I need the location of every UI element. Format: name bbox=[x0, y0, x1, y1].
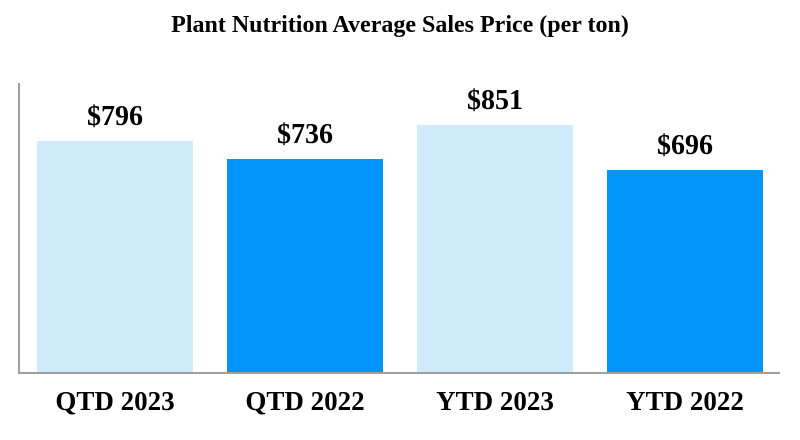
bar-value-label-ytd-2022: $696 bbox=[657, 130, 713, 161]
bar-value-label-qtd-2022: $736 bbox=[277, 119, 333, 150]
bar-value-label-qtd-2023: $796 bbox=[87, 101, 143, 132]
bar-group-ytd-2023: $851 bbox=[417, 87, 573, 372]
bar-ytd-2022 bbox=[607, 170, 763, 372]
bar-qtd-2022 bbox=[227, 159, 383, 372]
category-label-ytd-2022: YTD 2022 bbox=[626, 386, 744, 416]
x-axis-line bbox=[18, 372, 780, 374]
category-label-ytd-2023: YTD 2023 bbox=[436, 386, 554, 416]
bar-value-label-ytd-2023: $851 bbox=[467, 85, 523, 116]
category-label-qtd-2022: QTD 2022 bbox=[245, 386, 365, 416]
bar-group-qtd-2023: $796 bbox=[37, 103, 193, 372]
bar-ytd-2023 bbox=[417, 125, 573, 372]
bar-group-qtd-2022: $736 bbox=[227, 121, 383, 372]
y-axis-line bbox=[18, 83, 20, 374]
category-label-qtd-2023: QTD 2023 bbox=[55, 386, 175, 416]
chart-title: Plant Nutrition Average Sales Price (per… bbox=[171, 12, 629, 38]
plot-area: $796 $736 $851 $696 bbox=[37, 82, 763, 372]
bar-group-ytd-2022: $696 bbox=[607, 132, 763, 372]
bar-qtd-2023 bbox=[37, 141, 193, 372]
